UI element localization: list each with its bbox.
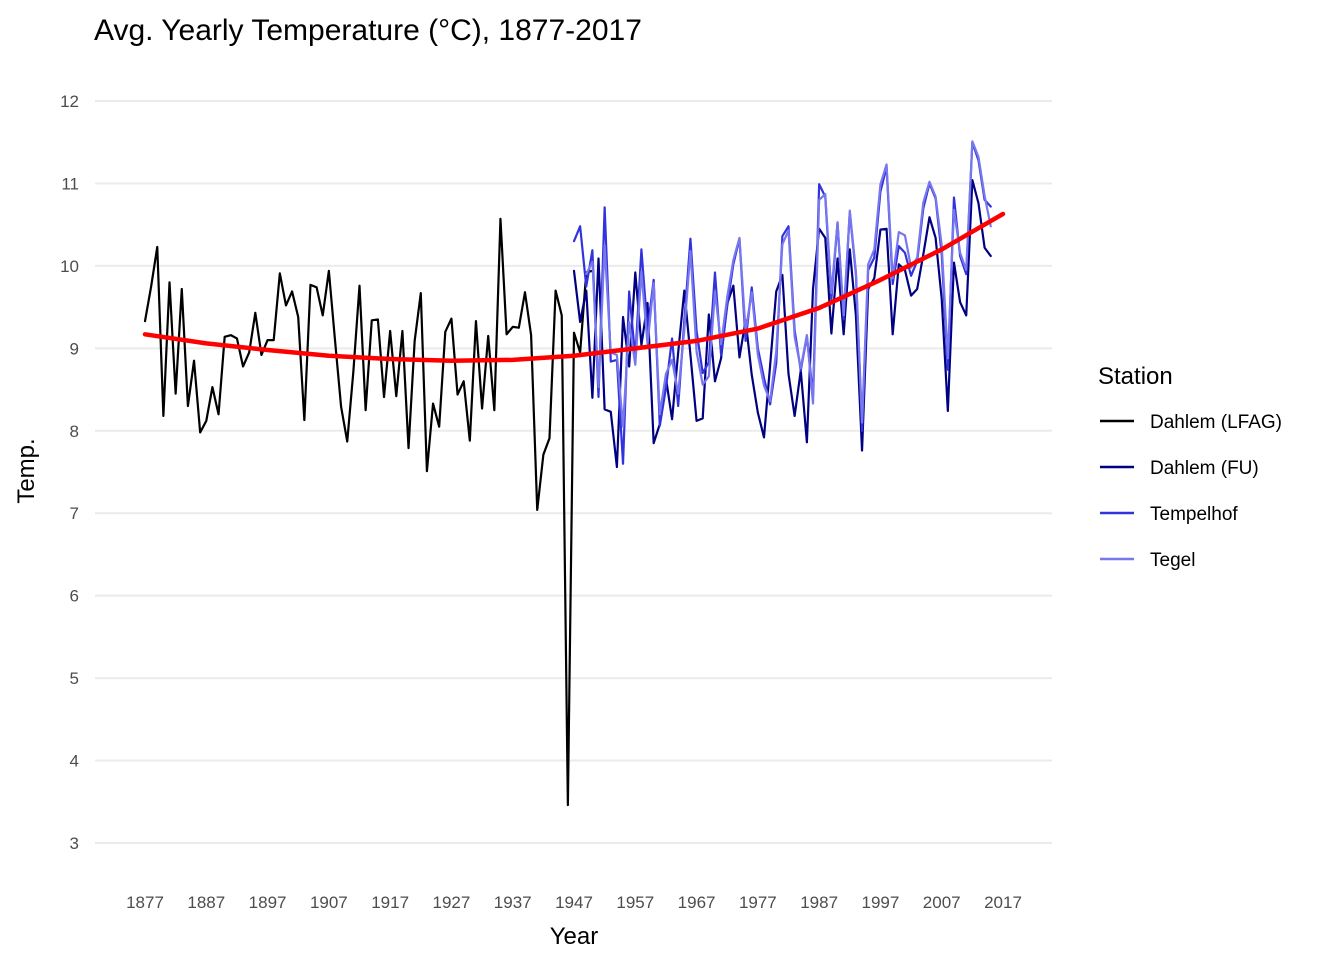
x-tick-label: 1947 [555, 893, 593, 912]
y-tick-label: 8 [70, 422, 79, 441]
x-tick-label: 1927 [433, 893, 471, 912]
y-tick-label: 9 [70, 339, 79, 358]
x-axis-title: Year [550, 923, 599, 950]
x-tick-label: 1917 [371, 893, 409, 912]
y-axis-tick-labels: 3 4 5 6 7 8 9 10 11 12 [60, 92, 79, 853]
legend: Station Dahlem (LFAG) Dahlem (FU) Tempelho… [1098, 363, 1282, 571]
series-line-trend [142, 211, 1006, 363]
legend-label: Tegel [1150, 550, 1195, 571]
x-axis-tick-labels: 1877 1887 1897 1907 1917 1927 1937 1947 1957 1967… [126, 893, 1022, 912]
y-tick-label: 5 [70, 669, 79, 688]
series-line-tegel [585, 140, 992, 428]
y-tick-label: 3 [70, 834, 79, 853]
y-tick-label: 4 [70, 752, 79, 771]
x-tick-label: 1987 [800, 893, 838, 912]
series-lines [142, 140, 1006, 807]
legend-label: Tempelhof [1150, 504, 1238, 525]
y-tick-label: 11 [61, 174, 79, 193]
x-tick-label: 1887 [187, 893, 225, 912]
x-tick-label: 2007 [923, 893, 961, 912]
x-tick-label: 1877 [126, 893, 164, 912]
legend-title: Station [1098, 363, 1173, 390]
grid-lines [95, 100, 1052, 844]
y-tick-label: 7 [70, 504, 79, 523]
x-tick-label: 1967 [678, 893, 716, 912]
series-line-dahlem-fu [572, 179, 992, 469]
legend-label: Dahlem (LFAG) [1150, 412, 1282, 433]
y-tick-label: 12 [60, 92, 79, 111]
series-line-dahlem-lfag [143, 217, 594, 807]
x-tick-label: 1907 [310, 893, 348, 912]
x-tick-label: 1937 [494, 893, 532, 912]
y-tick-label: 10 [60, 257, 79, 276]
chart-title: Avg. Yearly Temperature (°C), 1877-2017 [94, 14, 642, 47]
x-tick-label: 1977 [739, 893, 777, 912]
x-tick-label: 1957 [616, 893, 654, 912]
x-tick-label: 1897 [249, 893, 287, 912]
legend-label: Dahlem (FU) [1150, 458, 1259, 479]
series-line-tempelhof [572, 141, 992, 465]
y-axis-title: Temp. [13, 438, 40, 503]
y-tick-label: 6 [70, 587, 79, 606]
x-tick-label: 1997 [862, 893, 900, 912]
x-tick-label: 2017 [984, 893, 1022, 912]
